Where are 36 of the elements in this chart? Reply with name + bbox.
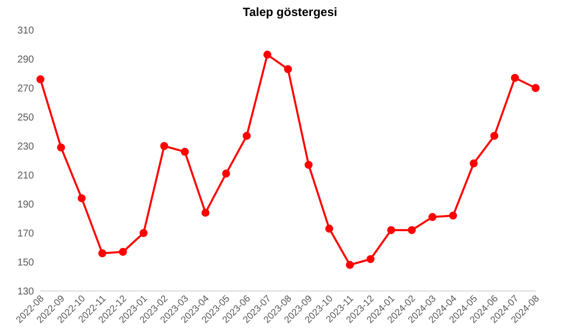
y-tick-label: 310 <box>17 26 34 36</box>
point <box>36 75 44 84</box>
point <box>449 212 458 220</box>
point <box>325 224 334 233</box>
point <box>284 65 292 74</box>
y-tick-label: 290 <box>17 54 34 66</box>
point <box>490 132 498 140</box>
point <box>263 50 272 59</box>
point <box>57 143 66 152</box>
y-tick-label: 270 <box>17 84 34 94</box>
point <box>140 229 148 237</box>
chart-title: Talep göstergesi <box>242 5 338 19</box>
point <box>98 249 106 258</box>
point <box>222 170 230 178</box>
y-tick-label: 150 <box>17 258 34 268</box>
point <box>304 160 313 169</box>
point <box>532 84 540 92</box>
point <box>180 148 189 156</box>
point <box>118 248 127 256</box>
point <box>408 226 416 234</box>
point <box>78 194 86 202</box>
point <box>242 132 251 140</box>
point <box>428 213 436 222</box>
point <box>510 74 519 82</box>
point <box>160 142 168 150</box>
point <box>346 260 354 269</box>
point <box>366 255 375 264</box>
y-tick-label: 190 <box>17 200 34 210</box>
point <box>470 159 478 168</box>
point <box>201 208 210 217</box>
y-tick-label: 170 <box>17 228 34 240</box>
y-tick-label: 130 <box>17 286 34 298</box>
point <box>387 226 396 234</box>
y-tick-label: 250 <box>17 112 34 124</box>
y-tick-label: 210 <box>17 170 34 182</box>
y-tick-label: 230 <box>17 142 34 152</box>
